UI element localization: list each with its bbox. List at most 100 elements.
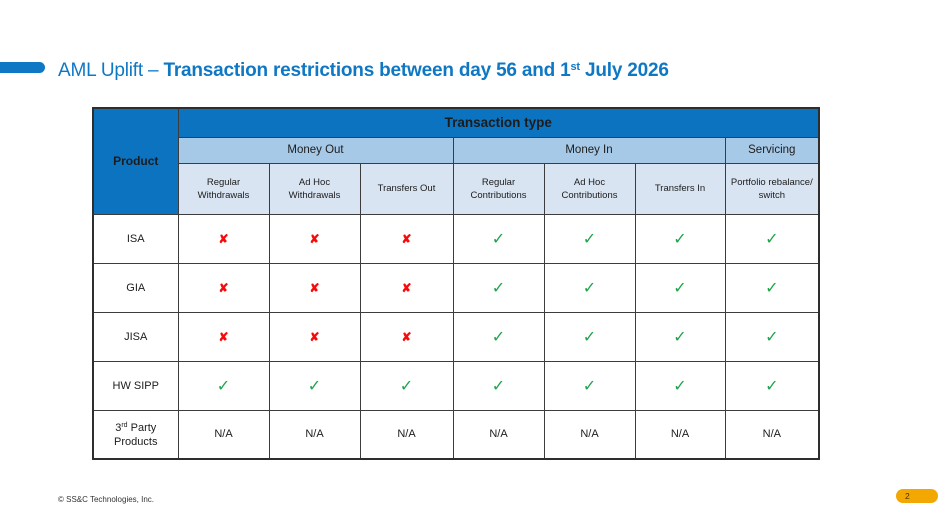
table-row: ISA ✘ ✘ ✘ ✓ ✓ ✓ ✓ <box>92 213 820 264</box>
column-header: Ad Hoc Contributions <box>543 162 636 215</box>
value-cell: ✓ <box>452 311 545 362</box>
title-prefix: AML Uplift – <box>58 60 164 81</box>
value-cell: ✘ <box>268 311 361 362</box>
header-row-transaction-type: Product Transaction type <box>92 107 820 215</box>
value-cell: ✘ <box>177 262 270 313</box>
column-header: Regular Withdrawals <box>177 162 270 215</box>
cross-icon: ✘ <box>218 231 229 246</box>
cross-icon: ✘ <box>309 231 320 246</box>
check-icon: ✓ <box>765 230 779 248</box>
check-icon: ✓ <box>491 328 506 346</box>
value-cell: ✓ <box>543 311 636 362</box>
value-cell: ✓ <box>724 360 820 411</box>
table-head: Product Transaction type Money Out Money In… <box>92 107 820 215</box>
value-cell: ✓ <box>724 213 820 264</box>
check-icon: ✓ <box>765 328 779 346</box>
title-superscript: st <box>570 61 581 73</box>
value-cell: ✓ <box>359 360 454 411</box>
value-cell: ✘ <box>268 262 361 313</box>
check-icon: ✓ <box>491 230 506 248</box>
check-icon: ✓ <box>307 377 322 395</box>
group-header-servicing: Servicing <box>724 136 820 164</box>
value-cell: ✘ <box>177 311 270 362</box>
check-icon: ✓ <box>582 377 597 395</box>
product-cell: JISA <box>92 311 179 362</box>
table-row: GIA ✘ ✘ ✘ ✓ ✓ ✓ ✓ <box>92 262 820 313</box>
value-cell: N/A <box>724 409 820 460</box>
cross-icon: ✘ <box>401 329 412 344</box>
value-cell: ✘ <box>177 213 270 264</box>
value-cell: ✓ <box>177 360 270 411</box>
column-header: Ad Hoc Withdrawals <box>268 162 361 215</box>
check-icon: ✓ <box>216 377 231 395</box>
column-header: Transfers In <box>634 162 726 215</box>
column-header: Portfolio rebalance/ switch <box>724 162 820 215</box>
value-cell: N/A <box>177 409 270 460</box>
value-cell: N/A <box>268 409 361 460</box>
cross-icon: ✘ <box>218 280 229 295</box>
table-row: 3rd Party Products N/A N/A N/A N/A N/A N/A N/A <box>92 409 820 460</box>
value-cell: N/A <box>452 409 545 460</box>
transaction-type-header: Transaction type <box>177 107 820 138</box>
product-cell: 3rd Party Products <box>92 409 179 460</box>
cross-icon: ✘ <box>218 329 229 344</box>
group-header-money-in: Money In <box>452 136 726 164</box>
check-icon: ✓ <box>673 230 687 248</box>
value-cell: ✓ <box>268 360 361 411</box>
value-cell: ✓ <box>452 262 545 313</box>
page-number: 2 <box>905 491 910 501</box>
check-icon: ✓ <box>673 328 687 346</box>
title-accent-pill <box>0 62 45 73</box>
restrictions-table-container: Product Transaction type Money Out Money In… <box>92 107 821 460</box>
value-cell: ✘ <box>359 262 454 313</box>
check-icon: ✓ <box>765 377 779 395</box>
check-icon: ✓ <box>582 230 597 248</box>
value-cell: ✘ <box>359 213 454 264</box>
header-row-groups: Money Out Money In Servicing <box>93 136 820 164</box>
value-cell: ✓ <box>543 213 636 264</box>
page-number-badge: 2 <box>896 489 938 503</box>
value-cell: ✓ <box>634 311 726 362</box>
table-row: JISA ✘ ✘ ✘ ✓ ✓ ✓ ✓ <box>92 311 820 362</box>
value-cell: ✓ <box>452 360 545 411</box>
cross-icon: ✘ <box>401 280 412 295</box>
check-icon: ✓ <box>491 377 506 395</box>
value-cell: ✘ <box>268 213 361 264</box>
ordinal-superscript: rd <box>121 422 128 430</box>
check-icon: ✓ <box>765 279 779 297</box>
header-row-columns: Regular Withdrawals Ad Hoc Withdrawals Tra… <box>93 162 820 215</box>
product-column-header: Product <box>92 107 179 215</box>
check-icon: ✓ <box>491 279 506 297</box>
check-icon: ✓ <box>673 279 687 297</box>
check-icon: ✓ <box>582 328 597 346</box>
cross-icon: ✘ <box>401 231 412 246</box>
value-cell: ✓ <box>634 213 726 264</box>
cross-icon: ✘ <box>309 329 320 344</box>
value-cell: ✓ <box>543 262 636 313</box>
value-cell: ✓ <box>452 213 545 264</box>
check-icon: ✓ <box>673 377 687 395</box>
title-bold: Transaction restrictions between day 56 … <box>163 60 669 81</box>
value-cell: ✓ <box>724 311 820 362</box>
page-title: AML Uplift – Transaction restrictions be… <box>58 55 669 83</box>
check-icon: ✓ <box>399 377 414 395</box>
column-header: Transfers Out <box>359 162 454 215</box>
product-cell: GIA <box>92 262 179 313</box>
check-icon: ✓ <box>582 279 597 297</box>
cross-icon: ✘ <box>309 280 320 295</box>
copyright-text: © SS&C Technologies, Inc. <box>58 495 155 504</box>
value-cell: ✓ <box>634 262 726 313</box>
value-cell: ✓ <box>724 262 820 313</box>
product-cell: HW SIPP <box>92 360 179 411</box>
restrictions-table: Product Transaction type Money Out Money In… <box>92 107 821 460</box>
table-row: HW SIPP ✓ ✓ ✓ ✓ ✓ ✓ ✓ <box>92 360 820 411</box>
group-header-money-out: Money Out <box>177 136 454 164</box>
value-cell: N/A <box>359 409 454 460</box>
column-header: Regular Contributions <box>452 162 545 215</box>
value-cell: N/A <box>634 409 726 460</box>
table-body: ISA ✘ ✘ ✘ ✓ ✓ ✓ ✓ GIA ✘ ✘ ✘ ✓ ✓ ✓ ✓ JISA ✘ ✘ ✘ ✓ ✓ ✓ ✓ HW SIPP ✓ ✓… <box>92 213 820 460</box>
value-cell: ✓ <box>543 360 636 411</box>
product-cell: ISA <box>92 213 179 264</box>
value-cell: N/A <box>543 409 636 460</box>
